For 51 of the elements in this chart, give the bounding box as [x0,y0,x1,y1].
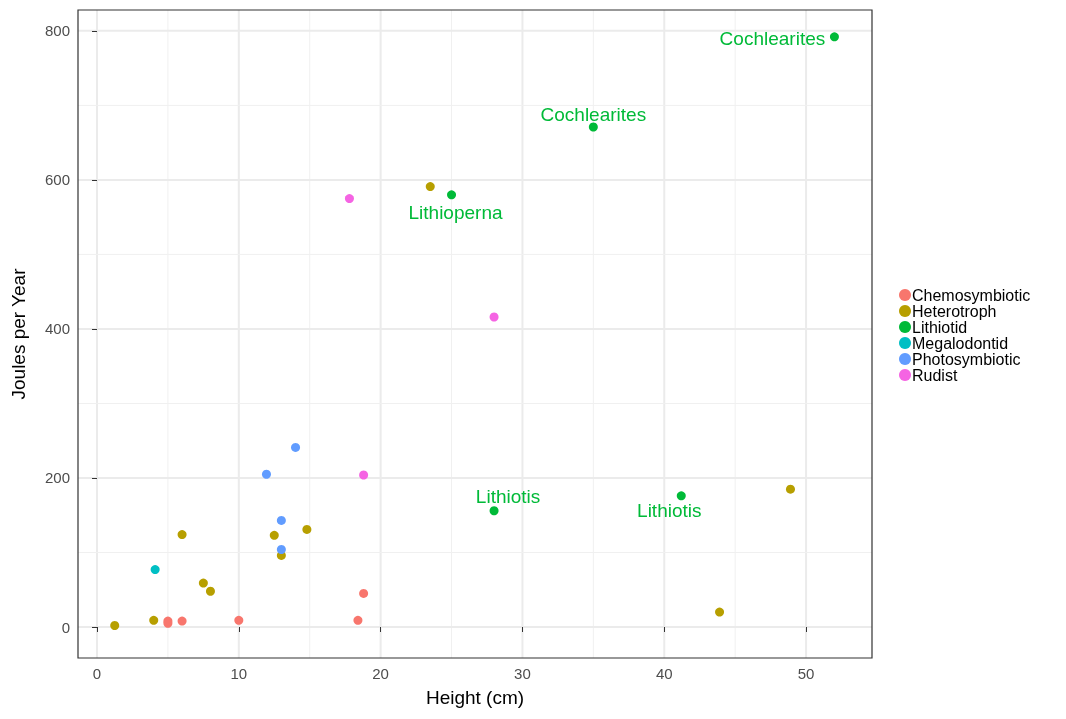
point [676,491,686,501]
x-tick-label: 20 [372,665,389,682]
point [276,545,286,554]
point [291,442,301,452]
annotation: Lithiotis [637,500,702,522]
point [447,190,457,200]
x-tick-label: 50 [797,665,815,682]
legend-label: Rudist [912,366,958,384]
point [489,506,499,516]
y-axis-title: Joules per Year [8,267,29,400]
point [715,607,725,617]
point [269,530,279,540]
point [205,586,215,596]
point [489,312,499,322]
x-tick-label: 10 [230,665,248,682]
y-tick-label: 0 [61,618,70,636]
point [110,621,120,631]
y-tick-label: 200 [44,469,70,487]
point [177,530,187,540]
legend-label: Lithiotid [912,318,968,336]
point [302,524,312,534]
legend-label: Megalodontid [912,334,1009,352]
point [588,122,598,132]
x-tick-label: 40 [655,665,673,682]
point [149,615,159,625]
point [177,616,187,626]
point [359,588,369,598]
point [276,515,286,525]
x-axis-title: Height (cm) [425,687,525,708]
annotation: Lithiotis [475,486,541,508]
point [353,615,363,625]
point [785,484,795,494]
point [198,578,208,588]
annotation: Lithioperna [408,202,503,224]
point [261,469,271,479]
legend-label: Chemosymbiotic [912,286,1031,304]
legend-label: Photosymbiotic [912,350,1021,368]
legend-label: Heterotroph [912,302,997,320]
x-tick-label: 30 [514,665,531,682]
x-tick-label: 0 [92,665,102,682]
point [344,194,354,204]
y-tick-label: 400 [44,320,70,338]
point [234,615,244,625]
annotation: Cochlearites [719,28,826,50]
y-tick-label: 800 [44,22,70,40]
point [359,470,369,480]
point [829,32,839,42]
point [150,565,160,575]
annotation: Cochlearites [540,104,647,126]
y-tick-label: 600 [44,171,70,189]
point [425,182,435,192]
